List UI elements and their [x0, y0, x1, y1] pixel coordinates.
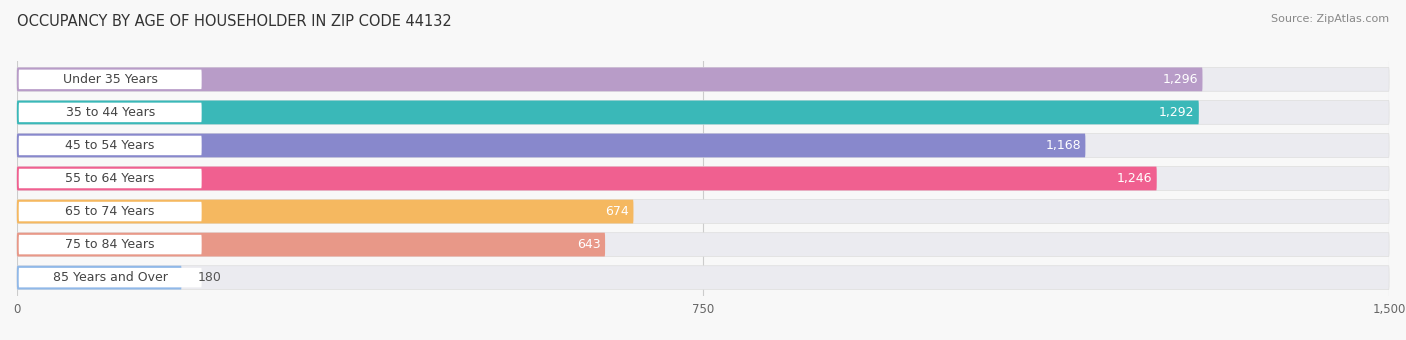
Text: 35 to 44 Years: 35 to 44 Years [66, 106, 155, 119]
FancyBboxPatch shape [17, 233, 605, 256]
Text: 1,246: 1,246 [1116, 172, 1152, 185]
FancyBboxPatch shape [18, 70, 201, 89]
FancyBboxPatch shape [17, 67, 1389, 91]
FancyBboxPatch shape [17, 134, 1389, 157]
FancyBboxPatch shape [18, 268, 201, 287]
Text: 55 to 64 Years: 55 to 64 Years [66, 172, 155, 185]
FancyBboxPatch shape [17, 167, 1157, 190]
FancyBboxPatch shape [17, 67, 1202, 91]
Text: Source: ZipAtlas.com: Source: ZipAtlas.com [1271, 14, 1389, 23]
Text: 180: 180 [198, 271, 222, 284]
Text: 75 to 84 Years: 75 to 84 Years [66, 238, 155, 251]
Text: 85 Years and Over: 85 Years and Over [53, 271, 167, 284]
FancyBboxPatch shape [17, 134, 1085, 157]
FancyBboxPatch shape [18, 169, 201, 188]
FancyBboxPatch shape [18, 103, 201, 122]
FancyBboxPatch shape [17, 266, 1389, 290]
FancyBboxPatch shape [18, 136, 201, 155]
FancyBboxPatch shape [17, 101, 1199, 124]
FancyBboxPatch shape [17, 200, 1389, 223]
FancyBboxPatch shape [17, 101, 1389, 124]
Text: Under 35 Years: Under 35 Years [63, 73, 157, 86]
Text: OCCUPANCY BY AGE OF HOUSEHOLDER IN ZIP CODE 44132: OCCUPANCY BY AGE OF HOUSEHOLDER IN ZIP C… [17, 14, 451, 29]
FancyBboxPatch shape [18, 202, 201, 221]
Text: 1,292: 1,292 [1159, 106, 1194, 119]
FancyBboxPatch shape [18, 235, 201, 254]
FancyBboxPatch shape [17, 266, 181, 290]
FancyBboxPatch shape [17, 200, 634, 223]
Text: 1,296: 1,296 [1163, 73, 1198, 86]
FancyBboxPatch shape [17, 167, 1389, 190]
Text: 45 to 54 Years: 45 to 54 Years [66, 139, 155, 152]
Text: 643: 643 [576, 238, 600, 251]
Text: 674: 674 [605, 205, 628, 218]
FancyBboxPatch shape [17, 233, 1389, 256]
Text: 1,168: 1,168 [1045, 139, 1081, 152]
Text: 65 to 74 Years: 65 to 74 Years [66, 205, 155, 218]
